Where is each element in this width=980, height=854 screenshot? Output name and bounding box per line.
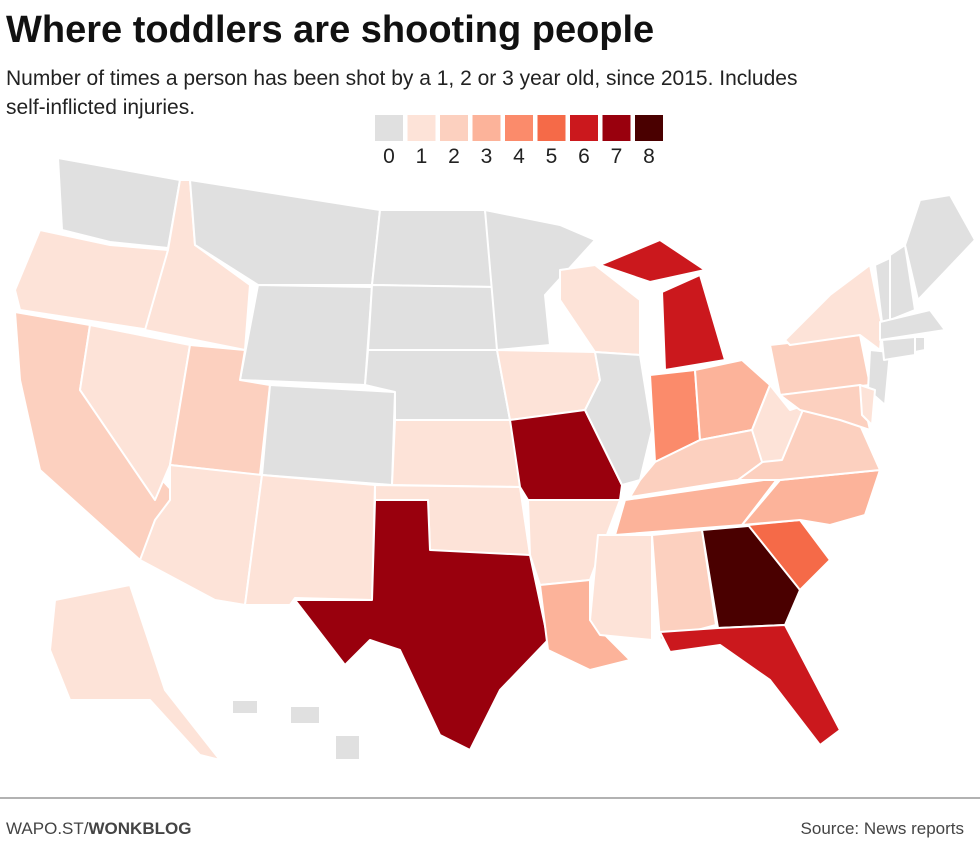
legend-swatch — [505, 115, 533, 141]
state — [881, 336, 916, 361]
legend-label: 5 — [546, 145, 558, 168]
legend-swatch — [440, 115, 468, 141]
footer-brand: WONKBLOG — [89, 819, 192, 838]
legend-swatch — [537, 115, 566, 141]
state — [879, 309, 946, 341]
state — [599, 239, 726, 371]
state — [779, 384, 871, 431]
state — [261, 384, 396, 486]
state — [79, 324, 191, 501]
legend-label: 7 — [611, 145, 623, 168]
state — [584, 351, 653, 486]
legend-label: 1 — [416, 145, 428, 168]
state — [244, 474, 376, 606]
state — [559, 264, 641, 356]
title: Where toddlers are shooting people — [6, 9, 654, 51]
state — [659, 624, 841, 746]
subtitle: self-inflicted injuries. — [6, 96, 195, 119]
footer-link: WAPO.ST/ — [6, 819, 89, 838]
state — [904, 194, 976, 301]
legend-swatch — [375, 115, 403, 141]
legend-label: 3 — [481, 145, 493, 168]
state — [914, 336, 926, 353]
legend-swatch — [407, 115, 436, 141]
state — [371, 209, 496, 288]
state — [784, 264, 883, 351]
state — [889, 244, 916, 321]
state — [57, 157, 181, 249]
state — [231, 699, 361, 761]
legend-swatch — [602, 115, 631, 141]
legend-swatch — [570, 115, 598, 141]
legend-swatch — [472, 115, 501, 141]
legend-label: 8 — [643, 145, 655, 168]
state — [239, 284, 373, 386]
legend-label: 0 — [383, 145, 395, 168]
state — [539, 579, 631, 671]
legend-label: 6 — [578, 145, 590, 168]
state — [367, 284, 498, 351]
legend-swatch — [635, 115, 663, 141]
legend-label: 2 — [448, 145, 460, 168]
state — [859, 384, 876, 426]
state — [391, 419, 521, 488]
subtitle: Number of times a person has been shot b… — [6, 67, 797, 90]
state — [294, 499, 549, 751]
state — [589, 534, 653, 641]
map — [14, 157, 976, 761]
legend-label: 4 — [513, 145, 525, 168]
state — [651, 529, 717, 641]
state — [49, 584, 221, 761]
source: Source: News reports — [801, 819, 964, 838]
